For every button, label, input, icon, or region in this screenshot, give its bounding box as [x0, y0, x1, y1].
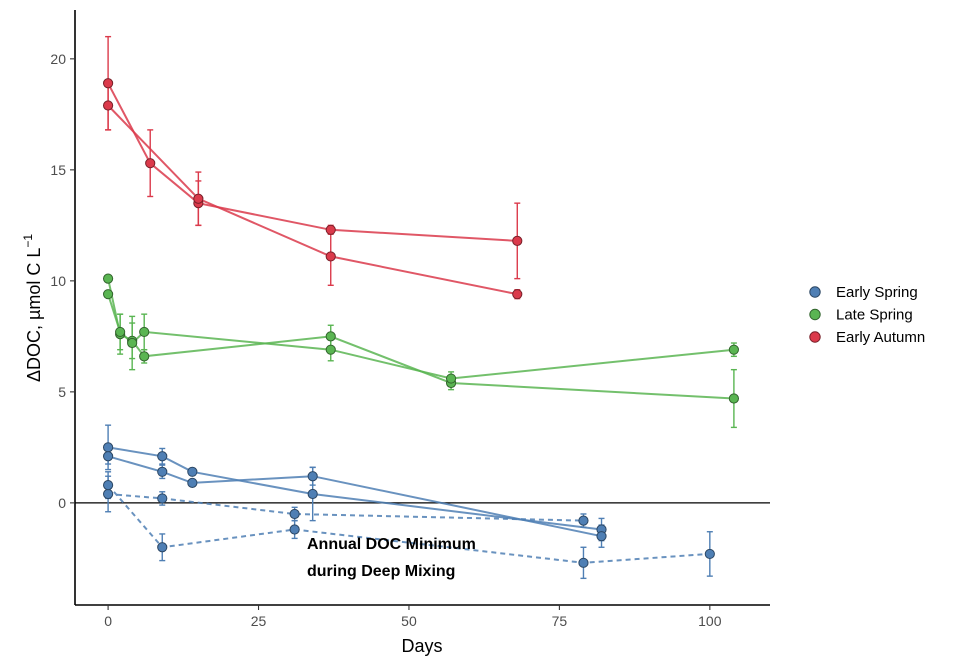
data-point [102, 488, 114, 500]
annotation: Annual DOC Minimum during Deep Mixing [307, 536, 476, 580]
x-axis-title: Days [401, 636, 442, 656]
legend-label: Early Spring [836, 284, 918, 301]
data-point [512, 289, 523, 300]
series-line [107, 293, 735, 380]
axes: 0 25 50 75 100 0 5 10 15 20 [50, 10, 770, 629]
annotation-line-2: during Deep Mixing [307, 563, 455, 580]
legend-label: Early Autumn [836, 329, 925, 346]
legend-label: Late Spring [836, 307, 913, 324]
data-point [102, 78, 114, 89]
y-axis-title-exponent: −1 [21, 234, 35, 248]
series-line [107, 82, 518, 242]
data-point [102, 289, 114, 300]
y-tick-label: 5 [58, 384, 66, 400]
data-point [157, 493, 168, 504]
y-axis-title-main: ΔDOC, µmol C L [24, 248, 44, 382]
data-point [596, 531, 607, 542]
series-early-spring [102, 424, 715, 580]
data-point [289, 508, 300, 520]
annotation-line-1: Annual DOC Minimum [307, 536, 476, 553]
data-point [157, 542, 168, 553]
series-line [107, 104, 518, 296]
data-point [102, 273, 114, 284]
data-point [102, 442, 114, 453]
data-point [102, 451, 114, 462]
y-tick-label: 15 [50, 162, 66, 178]
data-point [187, 477, 198, 488]
series-early-autumn [102, 35, 523, 300]
data-point [289, 524, 300, 535]
data-point [445, 373, 457, 384]
data-point [115, 326, 126, 338]
data-point [139, 351, 150, 362]
data-point [704, 548, 715, 560]
x-tick-label: 50 [401, 613, 417, 629]
data-point [578, 515, 589, 526]
series-line [108, 493, 584, 522]
data-point [325, 224, 336, 235]
data-point [145, 158, 156, 169]
data-point [307, 488, 318, 500]
data-point [157, 466, 168, 477]
data-point [307, 471, 318, 482]
data-point [157, 451, 168, 462]
series-line [107, 446, 602, 531]
legend-key [809, 286, 821, 298]
plot-area [75, 35, 770, 580]
data-point [578, 557, 589, 568]
data-point [512, 235, 523, 246]
data-point [325, 331, 336, 342]
series-line [107, 484, 710, 564]
data-point [728, 393, 739, 404]
data-point [193, 193, 204, 204]
legend: Early Spring Late Spring Early Autumn [809, 284, 925, 346]
data-point [325, 344, 336, 355]
y-tick-label: 20 [50, 51, 66, 67]
data-point [102, 480, 114, 491]
legend-key [809, 331, 821, 343]
x-tick-label: 25 [251, 613, 267, 629]
data-point [728, 344, 739, 355]
x-tick-label: 100 [698, 613, 722, 629]
y-tick-label: 0 [58, 495, 66, 511]
y-tick-label: 10 [50, 273, 66, 289]
legend-key [809, 308, 821, 321]
series-line [107, 455, 602, 538]
data-point [187, 466, 198, 477]
data-point [325, 251, 336, 262]
y-axis-title: ΔDOC, µmol C L−1 [21, 234, 44, 382]
data-point [127, 337, 138, 349]
x-tick-label: 0 [104, 613, 112, 629]
data-point [139, 326, 150, 338]
series-line [107, 278, 734, 400]
series-late-spring [102, 273, 739, 429]
x-tick-label: 75 [552, 613, 568, 629]
data-point [102, 100, 114, 111]
